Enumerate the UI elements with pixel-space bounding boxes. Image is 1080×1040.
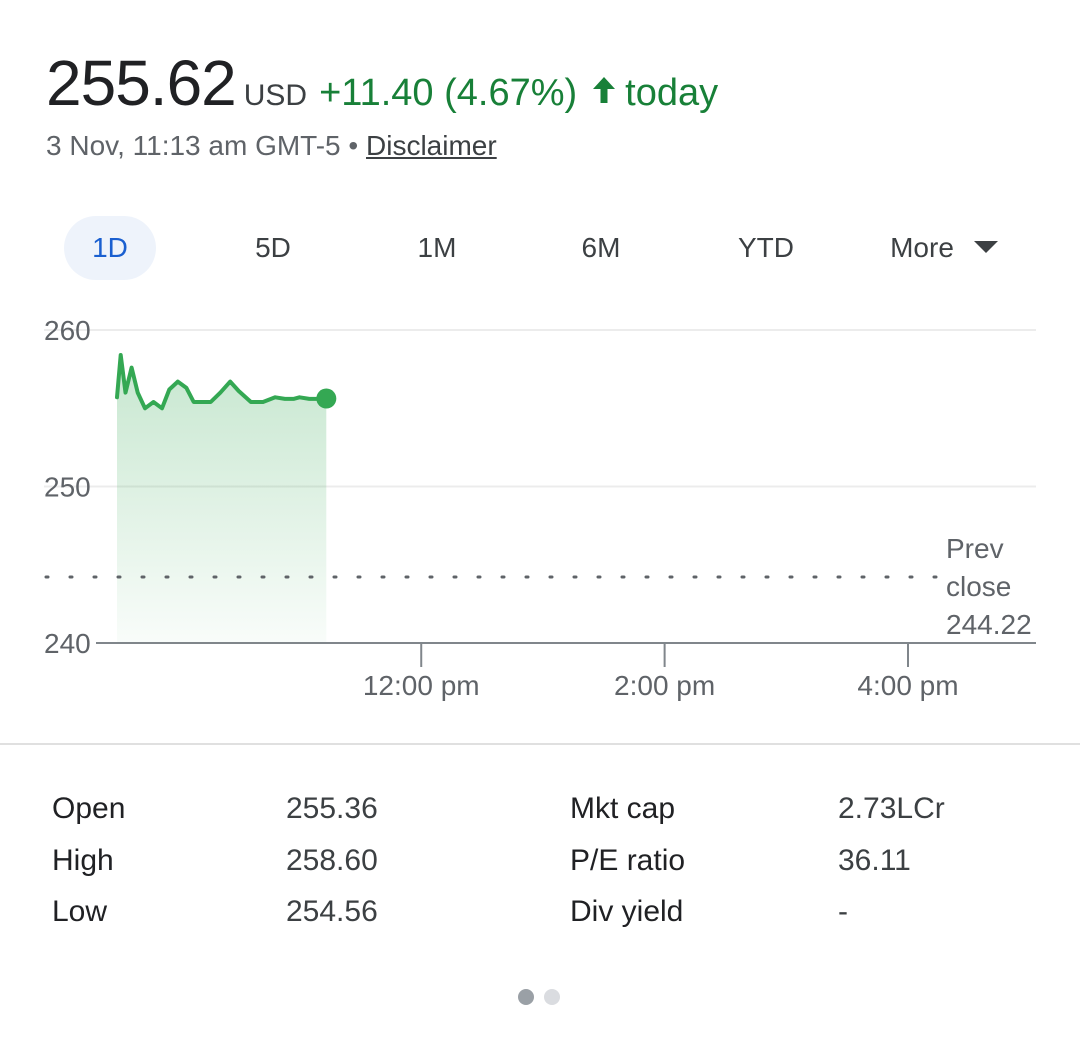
prev-close-label-0: Prev [946,533,1004,564]
current-price-marker [316,388,337,409]
page-dot-1[interactable] [518,989,534,1005]
disclaimer-link[interactable]: Disclaimer [366,130,497,161]
stat-value-open: 255.36 [286,792,378,825]
price-line [115,353,329,411]
range-tab-ytd[interactable]: YTD [738,232,794,263]
stat-value-pe-ratio: 36.11 [838,844,911,877]
arrow-up-icon [593,77,616,103]
stat-label-low: Low [52,895,108,928]
y-tick-label-250: 250 [44,472,91,503]
range-tab-6m[interactable]: 6M [581,232,621,263]
range-more-label: More [890,232,954,263]
quote-timestamp-row: 3 Nov, 11:13 am GMT-5 • Disclaimer [46,130,1060,162]
x-tick-label-2: 4:00 pm [857,670,958,701]
range-selector: 1D 5D 1M 6M YTD More [64,216,1024,280]
stat-label-high: High [52,844,114,877]
change-period: today [625,72,719,114]
stat-label-pe-ratio: P/E ratio [570,844,686,877]
range-tab-1m[interactable]: 1M [417,232,457,263]
prev-close-label-2: 244.22 [946,609,1032,640]
prev-close-label-1: close [946,571,1011,602]
quote-timestamp: 3 Nov, 11:13 am GMT-5 [46,130,341,161]
section-divider [0,743,1080,745]
price-change: +11.40 (4.67%) [319,72,578,114]
x-tick-label-1: 2:00 pm [614,670,715,701]
stat-value-low: 254.56 [286,895,378,928]
range-tab-1d[interactable]: 1D [64,216,156,280]
caret-down-icon [973,241,998,253]
stat-label-div-yield: Div yield [570,895,684,928]
page-dot-2[interactable] [544,989,560,1005]
stat-label-mkt-cap: Mkt cap [570,792,676,825]
stat-value-mkt-cap: 2.73LCr [838,792,945,825]
quote-header: 255.62 USD +11.40 (4.67%) today 3 Nov, 1… [46,46,1060,162]
y-tick-label-240: 240 [44,628,91,659]
separator-dot: • [348,130,359,161]
range-more-dropdown[interactable]: More [864,216,1024,280]
range-tab-5d[interactable]: 5D [255,232,291,263]
page-indicator [518,989,560,1005]
y-tick-label-260: 260 [44,315,91,346]
price-row: 255.62 USD +11.40 (4.67%) today [46,46,1060,120]
stat-label-open: Open [52,792,126,825]
price-area-fill [117,355,327,643]
x-tick-label-0: 12:00 pm [363,670,480,701]
current-price: 255.62 [46,47,237,119]
price-chart[interactable]: 260 250 240 12:00 pm 2:00 pm 4:00 pm Prev close… [0,300,1080,720]
currency-code: USD [243,79,308,112]
stat-value-div-yield: - [838,895,848,928]
stat-value-high: 258.60 [286,844,378,877]
